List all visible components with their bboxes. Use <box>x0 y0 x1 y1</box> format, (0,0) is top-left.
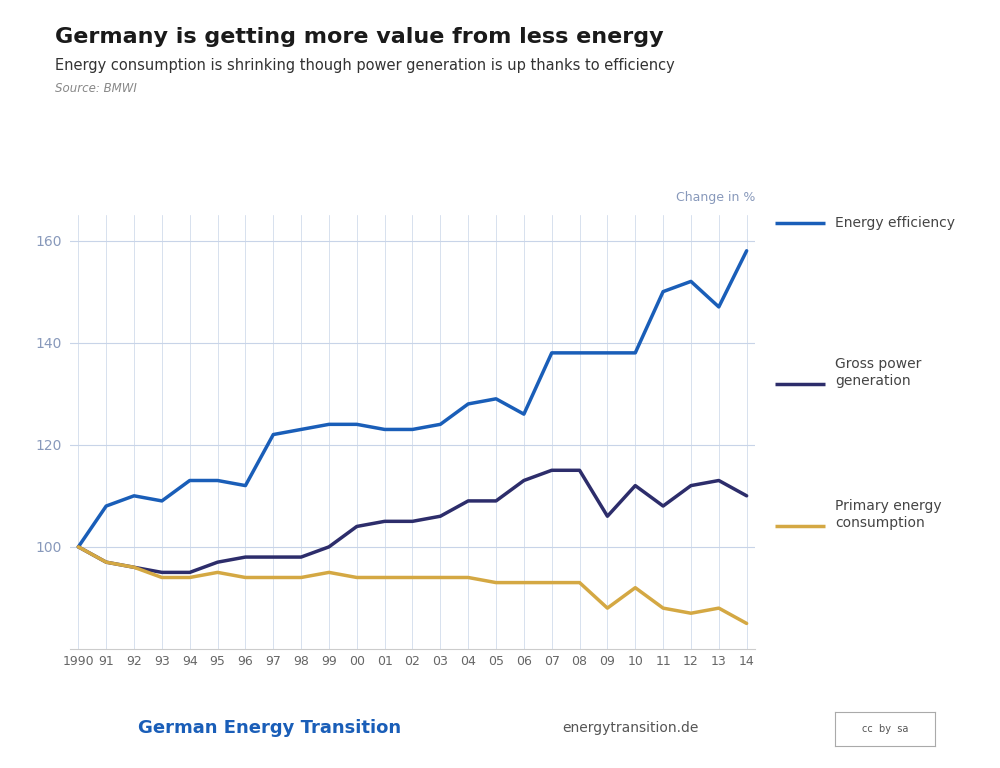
Text: cc  by  sa: cc by sa <box>862 724 908 734</box>
Text: Energy efficiency: Energy efficiency <box>835 216 955 230</box>
Text: Germany is getting more value from less energy: Germany is getting more value from less … <box>55 27 664 47</box>
Text: energytransition.de: energytransition.de <box>562 721 698 735</box>
Text: Gross power
generation: Gross power generation <box>835 357 921 388</box>
Text: Source: BMWI: Source: BMWI <box>55 82 137 95</box>
Text: Primary energy
consumption: Primary energy consumption <box>835 499 942 530</box>
Text: German Energy Transition: German Energy Transition <box>138 719 402 737</box>
Text: Energy consumption is shrinking though power generation is up thanks to efficien: Energy consumption is shrinking though p… <box>55 58 675 73</box>
Text: Change in %: Change in % <box>676 191 755 204</box>
